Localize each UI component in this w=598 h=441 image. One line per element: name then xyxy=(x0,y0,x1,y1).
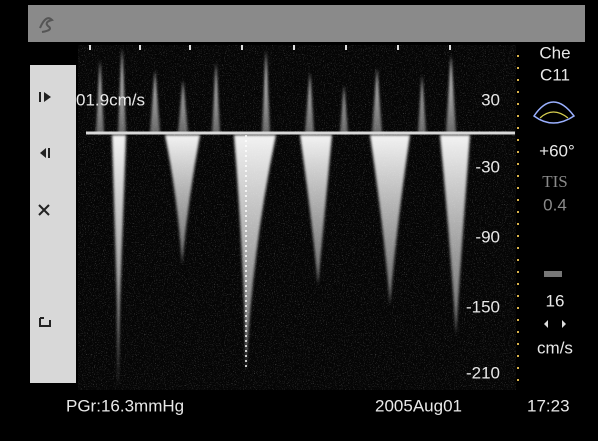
waveforms xyxy=(96,48,470,390)
pgr-label: PGr:16.3mmHg xyxy=(66,396,184,415)
probe-sector xyxy=(539,111,569,119)
scale-label: -210 xyxy=(466,363,500,382)
top-bar xyxy=(28,5,585,42)
step-back-button[interactable] xyxy=(40,148,50,158)
scale-label: 30 xyxy=(481,90,500,109)
tis-label: TIS xyxy=(542,172,568,191)
probe-label: Che xyxy=(539,43,570,62)
scale-label: -30 xyxy=(475,157,500,176)
tis-value: 0.4 xyxy=(543,195,567,214)
prf-value: 16 xyxy=(546,291,565,310)
return-button[interactable] xyxy=(39,317,51,327)
play-button[interactable] xyxy=(39,92,51,102)
speckle xyxy=(78,45,516,390)
spectral-display xyxy=(78,45,516,390)
probe-icon xyxy=(532,101,576,124)
velocity-label: 01.9cm/s xyxy=(76,90,145,109)
gain-icon xyxy=(544,271,562,277)
time-label: 17:23 xyxy=(527,396,570,415)
control-panel xyxy=(30,65,76,383)
top-ticks xyxy=(89,45,451,50)
delete-button[interactable] xyxy=(38,204,50,216)
preset-label: C11 xyxy=(540,65,570,84)
scale-label: -150 xyxy=(466,297,500,316)
logo-icon xyxy=(39,17,54,33)
unit-label: cm/s xyxy=(537,338,573,357)
angle-label: +60° xyxy=(539,141,575,160)
control-icons xyxy=(38,92,51,327)
scale-label: -90 xyxy=(475,227,500,246)
date-label: 2005Aug01 xyxy=(375,396,462,415)
